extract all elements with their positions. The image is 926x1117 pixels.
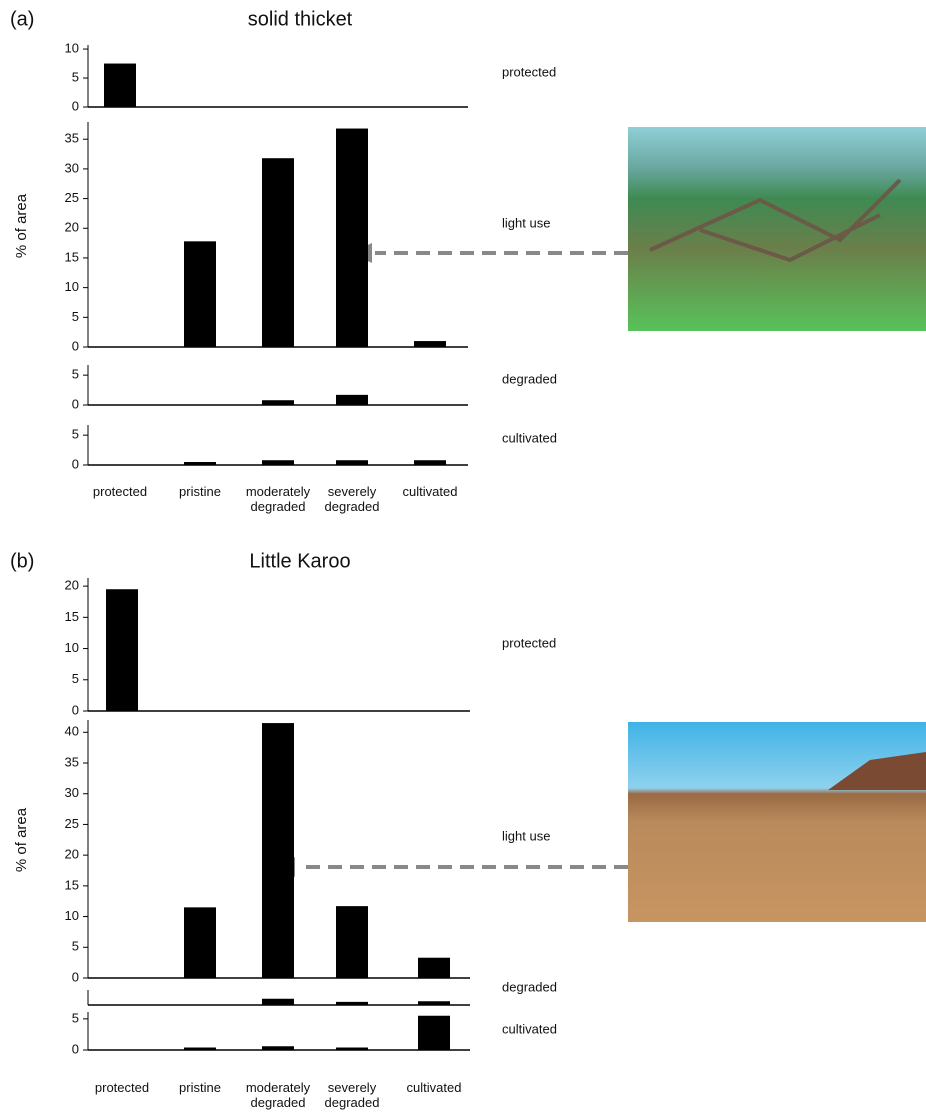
- y-tick-label: 10: [65, 640, 79, 655]
- y-tick-label: 15: [65, 249, 79, 264]
- bar: [184, 907, 216, 978]
- bar: [262, 460, 294, 465]
- y-tick-label: 5: [72, 367, 79, 382]
- panel-name: cultivated: [502, 1021, 557, 1036]
- panel-name: light use: [502, 215, 550, 230]
- x-tick-label: protected: [78, 484, 162, 499]
- y-tick-label: 0: [72, 338, 79, 353]
- y-tick-label: 10: [65, 279, 79, 294]
- x-tick-label: pristine: [158, 484, 242, 499]
- y-tick-label: 25: [65, 816, 79, 831]
- y-tick-label: 0: [72, 1041, 79, 1056]
- y-tick-label: 0: [72, 969, 79, 984]
- y-tick-label: 40: [65, 724, 79, 739]
- x-tick-label: moderately degraded: [236, 484, 320, 514]
- panel-name: degraded: [502, 979, 557, 994]
- x-tick-label: moderately degraded: [236, 1080, 320, 1110]
- figure: (a) solid thicket % of area protected 0 5 10 li…: [0, 0, 926, 1117]
- bar: [262, 158, 294, 347]
- photo: [628, 722, 926, 922]
- bar: [184, 241, 216, 347]
- panel-name: protected: [502, 635, 556, 650]
- x-tick-label: severely degraded: [310, 484, 394, 514]
- x-tick-label: protected: [80, 1080, 164, 1095]
- x-tick-label: cultivated: [392, 1080, 476, 1095]
- bar: [414, 460, 446, 465]
- panel-name: light use: [502, 828, 550, 843]
- y-tick-label: 20: [65, 220, 79, 235]
- y-tick-label: 20: [65, 578, 79, 593]
- bar: [336, 395, 368, 405]
- bar: [336, 460, 368, 465]
- bar: [262, 723, 294, 978]
- panel-label: (a): [10, 8, 34, 30]
- y-tick-label: 5: [72, 939, 79, 954]
- y-tick-label: 5: [72, 69, 79, 84]
- bar: [262, 1046, 294, 1050]
- bar: [336, 1002, 368, 1005]
- bar: [262, 999, 294, 1005]
- x-tick-label: cultivated: [388, 484, 472, 499]
- bar: [106, 589, 138, 711]
- y-tick-label: 10: [65, 40, 79, 55]
- x-tick-label: pristine: [158, 1080, 242, 1095]
- y-tick-label: 5: [72, 671, 79, 686]
- bar: [336, 129, 368, 347]
- y-tick-label: 15: [65, 609, 79, 624]
- panel-name: cultivated: [502, 430, 557, 445]
- y-tick-label: 0: [72, 98, 79, 113]
- y-tick-label: 25: [65, 190, 79, 205]
- y-tick-label: 0: [72, 702, 79, 717]
- y-axis-label: % of area: [13, 193, 30, 258]
- chart-title: solid thicket: [248, 8, 353, 30]
- bar: [418, 1016, 450, 1050]
- y-tick-label: 35: [65, 754, 79, 769]
- y-tick-label: 30: [65, 785, 79, 800]
- y-tick-label: 20: [65, 847, 79, 862]
- bar: [418, 958, 450, 978]
- y-tick-label: 15: [65, 877, 79, 892]
- panel-label: (b): [10, 550, 34, 572]
- bar: [184, 462, 216, 465]
- photo: [628, 127, 926, 331]
- bar: [184, 1048, 216, 1050]
- y-tick-label: 30: [65, 160, 79, 175]
- y-tick-label: 5: [72, 1010, 79, 1025]
- bar: [104, 64, 136, 107]
- panel-name: protected: [502, 64, 556, 79]
- bar: [336, 906, 368, 978]
- y-axis-label: % of area: [13, 807, 30, 872]
- y-tick-label: 10: [65, 908, 79, 923]
- y-tick-label: 35: [65, 131, 79, 146]
- bar: [336, 1048, 368, 1050]
- page: (a) solid thicket % of area protected 0 5 10 li…: [0, 0, 926, 1117]
- chart-title: Little Karoo: [249, 550, 350, 572]
- y-tick-label: 0: [72, 396, 79, 411]
- y-tick-label: 0: [72, 456, 79, 471]
- bar: [262, 400, 294, 405]
- bar: [418, 1001, 450, 1005]
- panel-name: degraded: [502, 371, 557, 386]
- bar: [414, 341, 446, 347]
- y-tick-label: 5: [72, 427, 79, 442]
- x-tick-label: severely degraded: [310, 1080, 394, 1110]
- y-tick-label: 5: [72, 309, 79, 324]
